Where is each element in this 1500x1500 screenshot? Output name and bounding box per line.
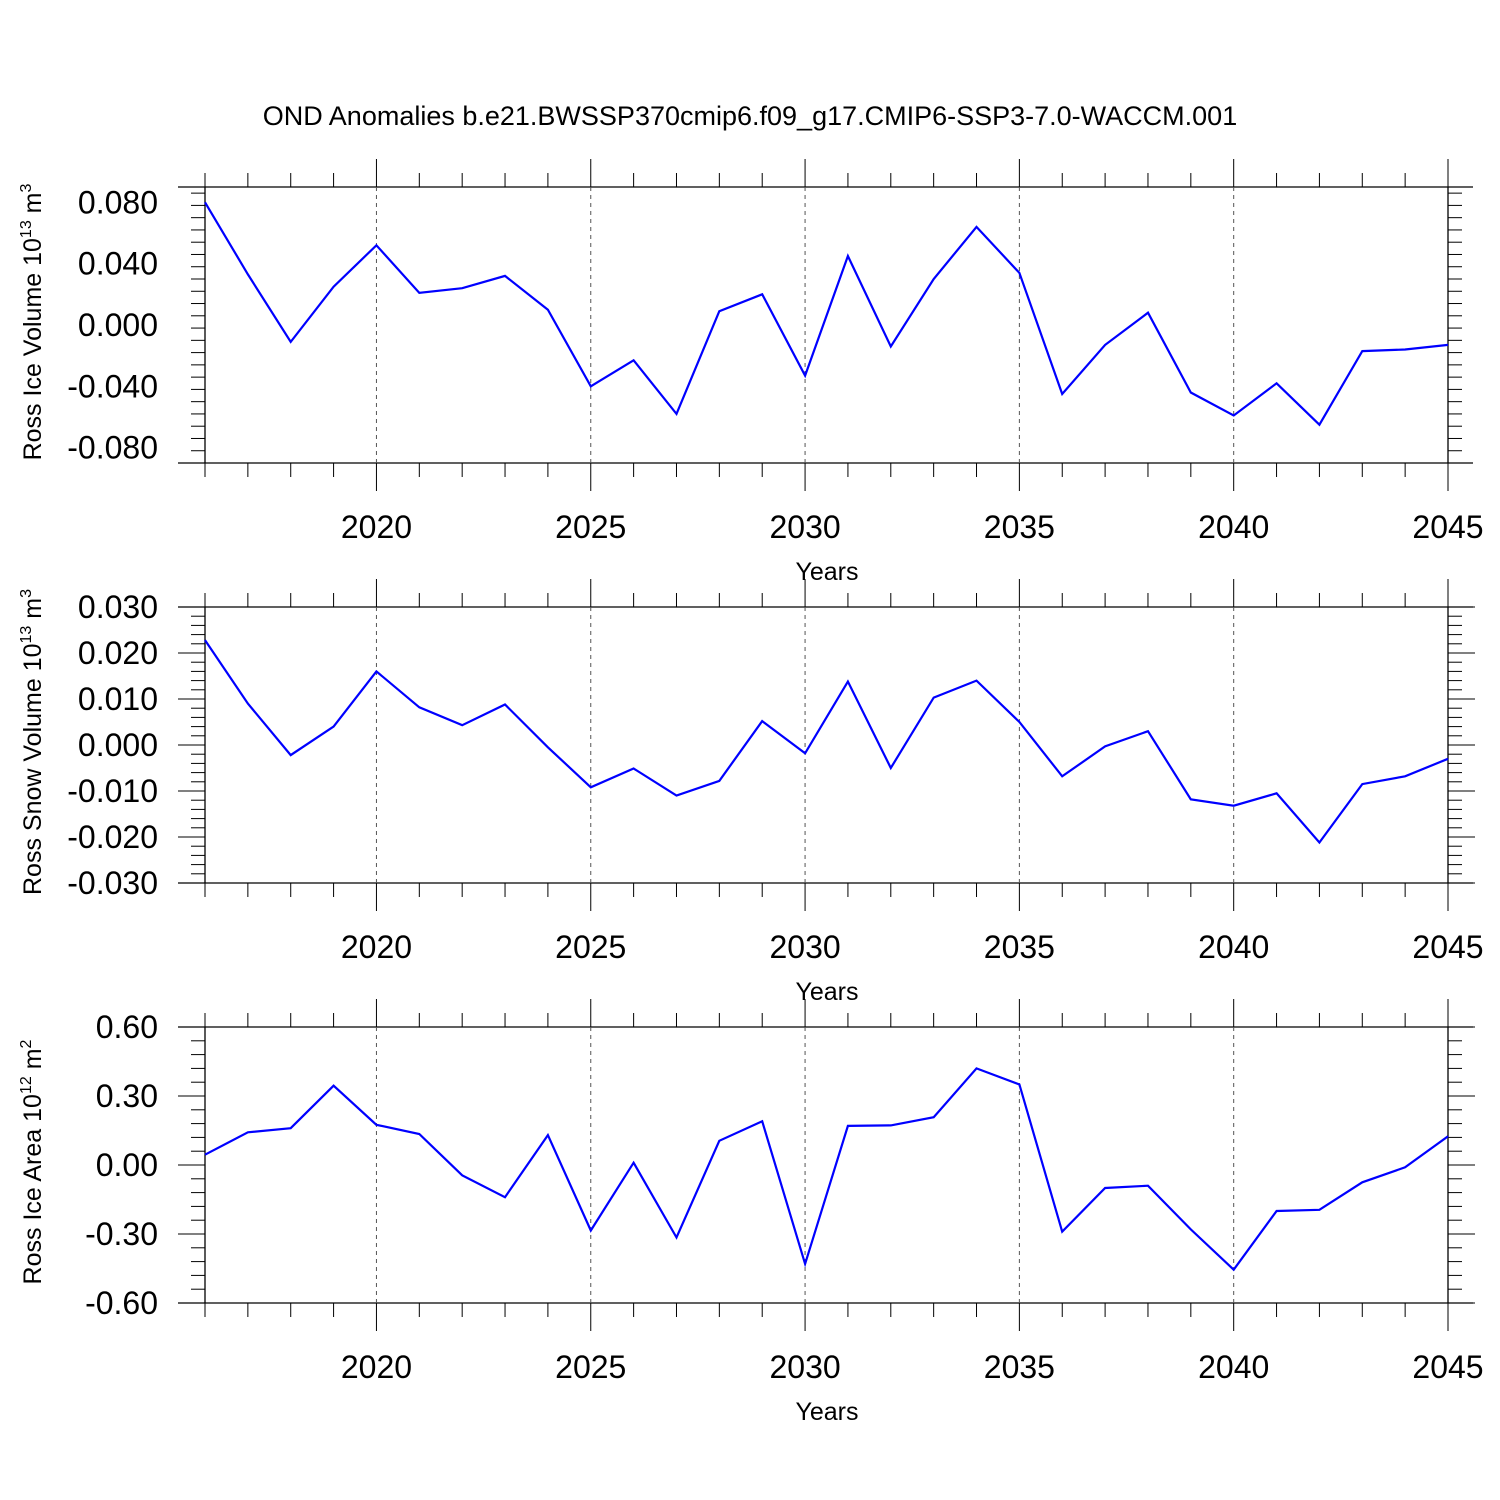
x-axis-title: Years <box>795 558 858 586</box>
x-tick-label: 2045 <box>1412 1349 1483 1385</box>
y-tick-label: -0.010 <box>67 773 158 809</box>
y-tick-label: 0.080 <box>78 184 158 220</box>
x-tick-label: 2025 <box>555 509 626 545</box>
y-axis-title: Ross Ice Area 1012 m2 <box>18 1039 47 1284</box>
y-tick-label: 0.010 <box>78 681 158 717</box>
x-tick-label: 2035 <box>984 1349 1055 1385</box>
x-tick-label: 2020 <box>341 1349 412 1385</box>
y-tick-label: 0.000 <box>78 307 158 343</box>
x-axis-title: Years <box>795 978 858 1006</box>
y-tick-label: 0.020 <box>78 635 158 671</box>
x-tick-label: 2040 <box>1198 929 1269 965</box>
y-tick-label: 0.00 <box>96 1147 158 1183</box>
y-tick-label: 0.040 <box>78 246 158 282</box>
x-tick-label: 2030 <box>769 509 840 545</box>
y-tick-label: -0.030 <box>67 865 158 901</box>
y-tick-label: -0.30 <box>85 1216 158 1252</box>
y-tick-label: 0.30 <box>96 1078 158 1114</box>
x-tick-label: 2045 <box>1412 929 1483 965</box>
series-line-ross-ice-area <box>204 1067 1449 1272</box>
series-line-ross-ice-volume <box>204 201 1449 427</box>
series-line-ross-snow-volume <box>204 639 1449 845</box>
x-tick-label: 2030 <box>769 929 840 965</box>
y-tick-label: -0.080 <box>67 430 158 466</box>
y-tick-label: -0.020 <box>67 819 158 855</box>
x-tick-label: 2020 <box>341 509 412 545</box>
x-tick-label: 2040 <box>1198 509 1269 545</box>
y-tick-label: -0.040 <box>67 368 158 404</box>
x-tick-label: 2025 <box>555 929 626 965</box>
y-tick-label: 0.000 <box>78 727 158 763</box>
x-tick-label: 2040 <box>1198 1349 1269 1385</box>
panel-ross-snow-volume: 2020 2025 2030 2035 2040 2045 0.030 0.020 0.010 0… <box>18 579 1484 1006</box>
x-tick-label: 2025 <box>555 1349 626 1385</box>
y-tick-label: 0.60 <box>96 1009 158 1045</box>
y-tick-label: -0.60 <box>85 1285 158 1321</box>
x-tick-label: 2035 <box>984 509 1055 545</box>
y-axis-title: Ross Ice Volume 1013 m3 <box>18 183 47 460</box>
panel-ross-ice-area: 2020 2025 2030 2035 2040 2045 0.60 0.30 0.00 -0.3… <box>18 999 1484 1426</box>
x-axis-title: Years <box>795 1398 858 1426</box>
x-tick-label: 2030 <box>769 1349 840 1385</box>
x-tick-label: 2045 <box>1412 509 1483 545</box>
y-tick-label: 0.030 <box>78 589 158 625</box>
panels: 2020 2025 2030 2035 2040 2045 0.080 0.040 0.000 -… <box>18 159 1484 1426</box>
figure-title: OND Anomalies b.e21.BWSSP370cmip6.f09_g1… <box>263 101 1237 131</box>
panel-ross-ice-volume: 2020 2025 2030 2035 2040 2045 0.080 0.040 0.000 -… <box>18 159 1484 586</box>
x-tick-label: 2035 <box>984 929 1055 965</box>
y-axis-title: Ross Snow Volume 1013 m3 <box>18 589 47 895</box>
x-tick-label: 2020 <box>341 929 412 965</box>
